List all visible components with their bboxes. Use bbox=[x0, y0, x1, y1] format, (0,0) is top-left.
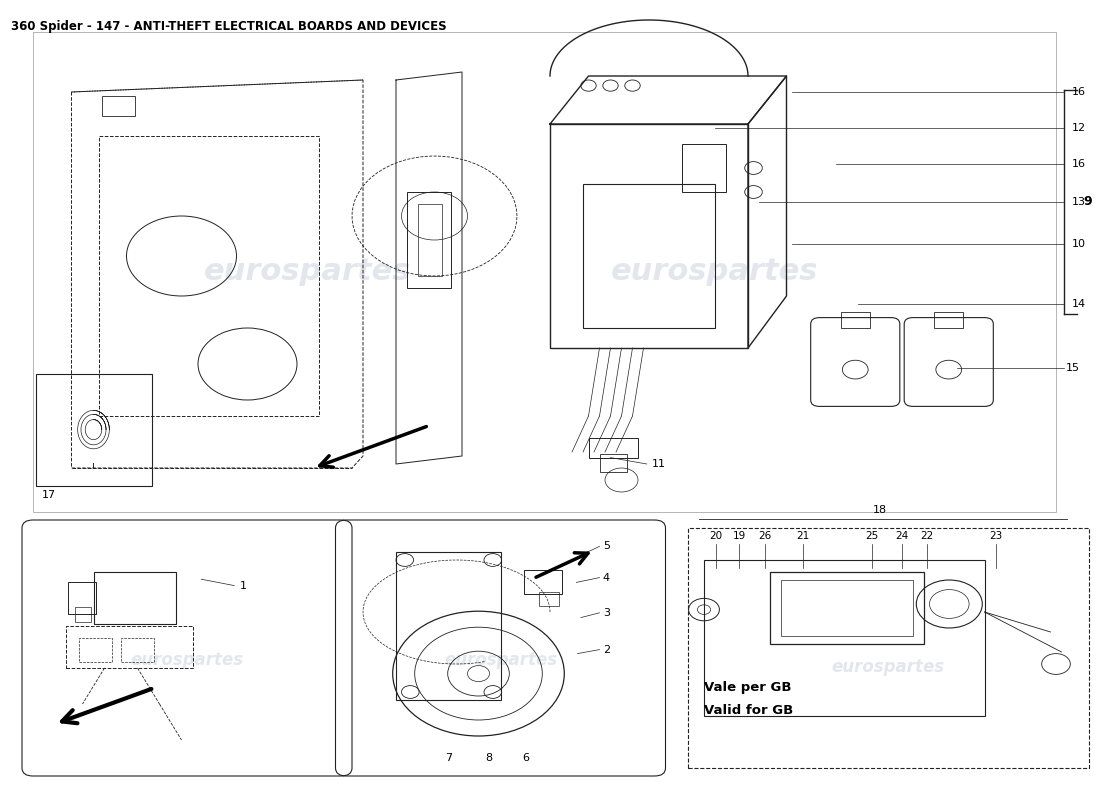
Bar bbox=[550, 124, 748, 348]
Text: 11: 11 bbox=[652, 459, 667, 469]
Text: 25: 25 bbox=[866, 531, 879, 541]
Bar bbox=[407, 192, 451, 288]
Text: eurospartes: eurospartes bbox=[444, 651, 557, 669]
Text: 26: 26 bbox=[758, 531, 771, 541]
Bar bbox=[418, 204, 442, 276]
Bar bbox=[121, 638, 154, 662]
Text: 360 Spider - 147 - ANTI-THEFT ELECTRICAL BOARDS AND DEVICES: 360 Spider - 147 - ANTI-THEFT ELECTRICAL… bbox=[11, 20, 447, 33]
Text: 23: 23 bbox=[989, 531, 1002, 541]
Bar bbox=[781, 580, 913, 636]
Bar bbox=[79, 638, 112, 662]
Bar bbox=[33, 32, 1056, 512]
Bar bbox=[102, 96, 135, 116]
Text: 16: 16 bbox=[1071, 87, 1086, 97]
Text: 17: 17 bbox=[42, 490, 56, 500]
Bar bbox=[600, 454, 627, 472]
Text: 22: 22 bbox=[921, 531, 934, 541]
Text: 16: 16 bbox=[1071, 159, 1086, 169]
Text: 19: 19 bbox=[733, 531, 746, 541]
Text: 4: 4 bbox=[603, 573, 609, 582]
Text: eurospartes: eurospartes bbox=[131, 651, 243, 669]
Bar bbox=[94, 572, 176, 624]
Text: 2: 2 bbox=[603, 645, 609, 654]
Bar bbox=[66, 626, 192, 668]
Text: Valid for GB: Valid for GB bbox=[704, 704, 793, 717]
Bar bbox=[68, 582, 96, 614]
Text: Vale per GB: Vale per GB bbox=[704, 682, 792, 694]
Text: 5: 5 bbox=[603, 542, 609, 551]
Text: eurospartes: eurospartes bbox=[205, 258, 411, 286]
Bar bbox=[583, 184, 715, 328]
Text: 13: 13 bbox=[1071, 197, 1086, 206]
Bar bbox=[704, 560, 984, 716]
Text: 20: 20 bbox=[710, 531, 723, 541]
Text: 3: 3 bbox=[603, 608, 609, 618]
Text: eurospartes: eurospartes bbox=[612, 258, 818, 286]
Bar bbox=[688, 528, 1089, 768]
Bar bbox=[934, 312, 964, 328]
Text: 18: 18 bbox=[873, 505, 887, 514]
Text: 7: 7 bbox=[446, 753, 452, 762]
Text: 21: 21 bbox=[796, 531, 810, 541]
Bar bbox=[75, 607, 91, 622]
Text: 24: 24 bbox=[895, 531, 909, 541]
Bar bbox=[588, 438, 638, 458]
Text: 15: 15 bbox=[1066, 363, 1080, 373]
Text: 1: 1 bbox=[240, 581, 246, 590]
Bar bbox=[36, 374, 152, 486]
Text: 10: 10 bbox=[1071, 239, 1086, 249]
Text: 12: 12 bbox=[1071, 123, 1086, 133]
Bar bbox=[99, 136, 319, 416]
Text: 6: 6 bbox=[522, 753, 529, 762]
Bar bbox=[539, 592, 559, 606]
Text: 14: 14 bbox=[1071, 299, 1086, 309]
Bar bbox=[396, 552, 500, 700]
Text: eurospartes: eurospartes bbox=[832, 658, 945, 676]
Bar bbox=[682, 144, 726, 192]
Text: 9: 9 bbox=[1084, 195, 1092, 208]
Bar bbox=[770, 572, 924, 644]
Bar bbox=[840, 312, 869, 328]
Text: 8: 8 bbox=[485, 753, 492, 762]
Bar bbox=[524, 570, 562, 594]
